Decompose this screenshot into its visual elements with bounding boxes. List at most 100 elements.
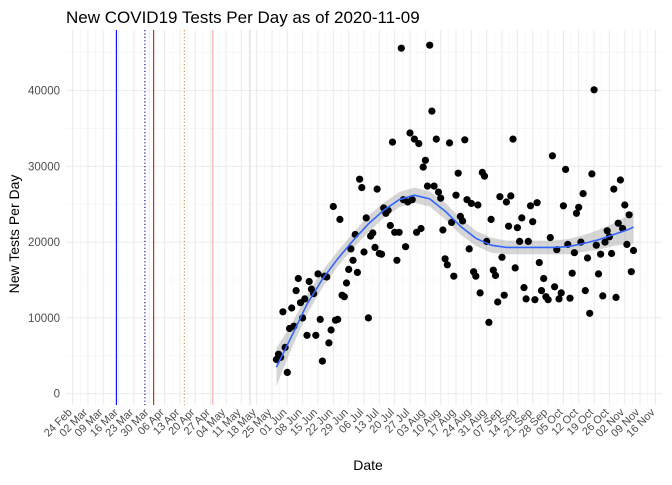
data-point xyxy=(559,202,568,210)
data-point xyxy=(283,368,291,376)
data-point xyxy=(318,357,326,365)
data-point xyxy=(467,199,475,208)
data-point xyxy=(388,138,397,146)
data-point xyxy=(570,249,579,257)
data-point xyxy=(362,214,370,222)
x-axis-title: Date xyxy=(353,457,383,473)
data-point xyxy=(415,140,423,148)
data-point xyxy=(627,268,635,276)
confidence-band xyxy=(276,187,634,387)
data-point xyxy=(491,271,500,280)
data-point xyxy=(397,44,405,52)
data-point xyxy=(445,139,454,147)
data-point xyxy=(421,156,429,164)
data-point xyxy=(325,339,333,347)
data-point xyxy=(629,246,638,255)
data-point xyxy=(568,269,576,277)
data-point xyxy=(434,188,443,196)
data-point xyxy=(432,135,440,143)
data-point xyxy=(342,279,351,287)
data-point xyxy=(594,270,603,278)
data-point xyxy=(305,277,313,286)
data-point xyxy=(535,259,543,267)
data-point xyxy=(551,283,559,291)
data-point xyxy=(555,295,563,303)
y-tick-label: 30000 xyxy=(28,161,60,173)
data-point xyxy=(358,184,366,192)
data-point xyxy=(450,272,458,280)
data-point xyxy=(511,264,519,272)
data-point xyxy=(419,163,427,171)
data-point xyxy=(364,314,372,322)
data-point xyxy=(500,291,508,299)
data-point xyxy=(292,287,300,295)
data-point xyxy=(566,294,574,302)
data-point xyxy=(548,152,557,160)
data-point xyxy=(513,224,522,232)
data-point xyxy=(360,248,368,256)
data-point xyxy=(465,245,473,253)
data-point xyxy=(371,243,379,251)
smooth-trend-line xyxy=(275,194,634,368)
data-point xyxy=(410,135,418,143)
data-point xyxy=(579,190,587,198)
data-point xyxy=(608,249,616,258)
data-point xyxy=(454,169,462,177)
data-point xyxy=(303,331,311,339)
data-point xyxy=(505,222,513,230)
data-point xyxy=(417,224,425,233)
data-point xyxy=(612,293,620,301)
data-point xyxy=(441,255,449,263)
data-point xyxy=(540,274,548,283)
data-point xyxy=(437,194,445,202)
data-point xyxy=(487,215,495,223)
data-point xyxy=(474,201,482,209)
data-point xyxy=(347,245,355,253)
data-point xyxy=(406,129,414,137)
data-point xyxy=(599,292,607,300)
data-point xyxy=(590,86,598,94)
data-point xyxy=(356,175,364,183)
data-point xyxy=(353,268,361,276)
data-point xyxy=(393,256,401,264)
y-tick-label: 20000 xyxy=(28,237,60,249)
data-point xyxy=(369,229,377,237)
data-point xyxy=(623,240,631,248)
data-point xyxy=(502,198,510,206)
data-point xyxy=(494,298,502,306)
data-point xyxy=(428,107,436,115)
data-point xyxy=(439,226,447,234)
data-point xyxy=(498,253,506,261)
data-point xyxy=(402,243,410,251)
data-point xyxy=(522,295,530,303)
data-point xyxy=(544,296,552,304)
data-point xyxy=(448,218,456,226)
data-point xyxy=(529,218,537,226)
data-point xyxy=(496,193,504,201)
data-point xyxy=(373,185,381,193)
data-point xyxy=(546,234,554,242)
data-point xyxy=(312,331,320,339)
data-point xyxy=(537,287,546,295)
data-point xyxy=(443,261,451,269)
data-point xyxy=(562,165,570,173)
y-tick-label: 0 xyxy=(54,389,60,401)
y-axis-title: New Tests Per Day xyxy=(6,175,22,294)
data-point xyxy=(526,202,535,210)
data-point xyxy=(480,172,489,180)
data-point xyxy=(507,192,515,200)
data-point xyxy=(334,315,342,323)
data-point xyxy=(485,318,493,326)
data-point xyxy=(279,308,287,316)
data-point xyxy=(459,217,467,225)
data-point xyxy=(588,170,596,178)
data-point xyxy=(476,289,484,297)
data-point xyxy=(610,185,618,193)
data-point xyxy=(316,315,324,323)
data-point xyxy=(426,41,434,49)
data-point xyxy=(592,241,600,249)
data-point xyxy=(509,135,517,143)
data-point xyxy=(524,237,532,245)
